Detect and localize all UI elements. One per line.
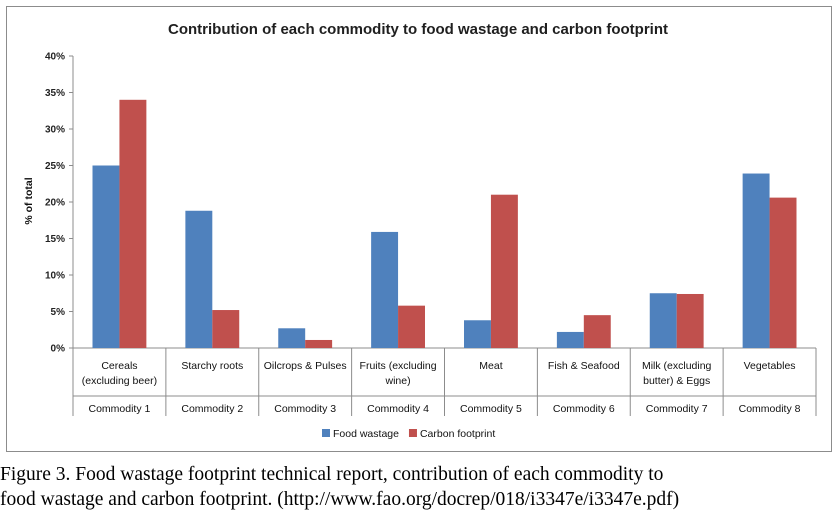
bar-food-wastage bbox=[649, 293, 677, 348]
category-label: Milk (excluding butter) & Eggs bbox=[642, 360, 712, 387]
bar-carbon-footprint bbox=[212, 310, 240, 348]
bar-carbon-footprint bbox=[398, 305, 425, 348]
bar-carbon-footprint bbox=[583, 315, 611, 348]
bar-carbon-footprint bbox=[305, 339, 333, 348]
category-label-line: Vegetables bbox=[744, 360, 796, 372]
y-tick-label: 40% bbox=[45, 52, 65, 63]
legend-swatch bbox=[408, 429, 417, 437]
y-tick-label: 20% bbox=[45, 198, 65, 209]
y-axis-label: % of total bbox=[23, 177, 35, 224]
figure-caption: Figure 3. Food wastage footprint technic… bbox=[0, 462, 839, 512]
category-label: Oilcrops & Pulses bbox=[264, 360, 347, 372]
category-label-line: Fish & Seafood bbox=[548, 360, 620, 372]
group-label: Commodity 7 bbox=[646, 403, 708, 415]
category-label: Vegetables bbox=[744, 360, 796, 372]
group-label: Commodity 5 bbox=[460, 403, 522, 415]
legend: Food wastage Carbon footprint bbox=[322, 428, 495, 440]
chart-title: Contribution of each commodity to food w… bbox=[168, 21, 668, 38]
category-label-line: Oilcrops & Pulses bbox=[264, 360, 347, 372]
bar-carbon-footprint bbox=[490, 194, 518, 348]
group-label: Commodity 2 bbox=[181, 403, 243, 415]
group-label: Commodity 3 bbox=[274, 403, 336, 415]
category-label: Starchy roots bbox=[181, 360, 243, 372]
group-label: Commodity 1 bbox=[89, 403, 151, 415]
y-tick-label: 10% bbox=[45, 271, 65, 282]
category-label-line: Meat bbox=[479, 360, 502, 372]
bar-carbon-footprint bbox=[676, 293, 704, 348]
category-label: Meat bbox=[479, 360, 502, 372]
bar-food-wastage bbox=[92, 165, 120, 348]
group-label: Commodity 8 bbox=[739, 403, 801, 415]
category-label-line: Milk (excluding bbox=[642, 360, 712, 372]
category-label-line: Fruits (excluding bbox=[360, 360, 437, 372]
y-tick-label: 5% bbox=[51, 307, 66, 318]
y-tick-label: 25% bbox=[45, 161, 65, 172]
category-label: Fruits (excluding wine) bbox=[360, 360, 437, 387]
bar-food-wastage bbox=[278, 328, 306, 348]
caption-line-1: Figure 3. Food wastage footprint technic… bbox=[0, 464, 664, 485]
bar-food-wastage bbox=[185, 210, 213, 348]
category-label: Fish & Seafood bbox=[548, 360, 620, 372]
bar-chart: Contribution of each commodity to food w… bbox=[23, 21, 817, 440]
y-tick-label: 30% bbox=[45, 125, 65, 136]
category-label-line: (excluding beer) bbox=[82, 375, 157, 387]
category-label-line: Starchy roots bbox=[181, 360, 243, 372]
y-tick-label: 0% bbox=[51, 344, 66, 355]
category-label-line: butter) & Eggs bbox=[643, 375, 710, 387]
category-labels: Cereals (excluding beer) Commodity 1 Starch… bbox=[82, 360, 801, 415]
legend-swatch bbox=[322, 429, 330, 437]
group-label: Commodity 6 bbox=[553, 403, 615, 415]
bar-carbon-footprint bbox=[119, 99, 147, 348]
caption-line-2: food wastage and carbon footprint. (http… bbox=[0, 489, 680, 510]
legend-label: Carbon footprint bbox=[420, 428, 495, 440]
y-tick-label: 35% bbox=[45, 88, 65, 99]
category-label: Cereals (excluding beer) bbox=[82, 360, 157, 387]
bar-food-wastage bbox=[742, 173, 770, 348]
bar-food-wastage bbox=[556, 331, 584, 348]
legend-label: Food wastage bbox=[333, 428, 399, 440]
bar-food-wastage bbox=[464, 320, 491, 348]
group-label: Commodity 4 bbox=[367, 403, 429, 415]
category-label-line: wine) bbox=[385, 375, 411, 387]
bar-food-wastage bbox=[371, 231, 399, 348]
bar-carbon-footprint bbox=[769, 197, 797, 348]
bars bbox=[92, 99, 797, 348]
y-tick-label: 15% bbox=[45, 234, 65, 245]
category-label-line: Cereals bbox=[101, 360, 137, 372]
